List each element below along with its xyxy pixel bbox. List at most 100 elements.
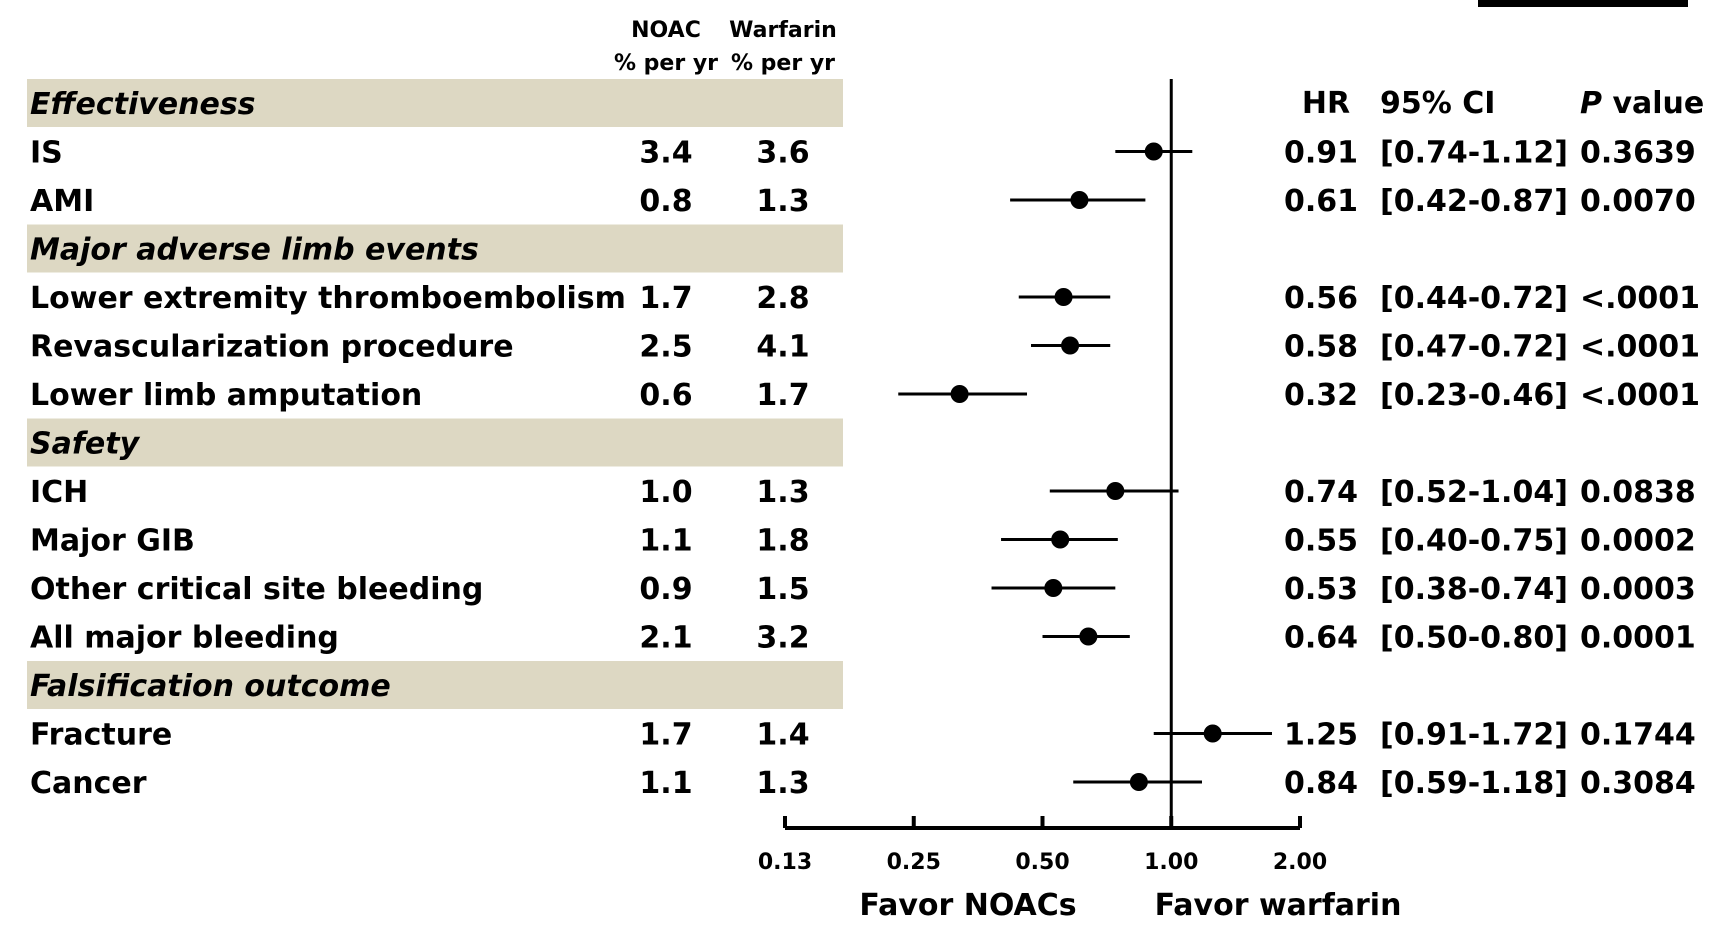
noac-rate: 0.6 xyxy=(639,378,692,413)
ci-value: [0.91-1.72] xyxy=(1380,718,1568,753)
section-band xyxy=(27,418,843,467)
hr-value: 0.74 xyxy=(1284,475,1358,510)
section-band xyxy=(27,224,843,273)
row-label: Lower limb amputation xyxy=(30,378,422,413)
hr-value: 0.56 xyxy=(1284,281,1358,316)
p-value: <.0001 xyxy=(1580,281,1700,316)
ci-value: [0.52-1.04] xyxy=(1380,475,1568,510)
section-label: Major adverse limb events xyxy=(30,233,479,268)
favor-noacs-label: Favor NOACs xyxy=(859,888,1076,923)
noac-rate: 2.1 xyxy=(639,621,692,656)
header-p-italic: P xyxy=(1580,86,1602,121)
hr-point xyxy=(1079,627,1098,646)
ci-value: [0.23-0.46] xyxy=(1380,378,1568,413)
noac-rate: 0.9 xyxy=(639,572,692,607)
header-noac-unit: % per yr xyxy=(614,51,718,76)
ci-value: [0.47-0.72] xyxy=(1380,330,1568,365)
hr-point xyxy=(1129,773,1148,791)
hr-point xyxy=(1070,191,1089,209)
header-warfarin: Warfarin xyxy=(729,18,837,43)
noac-rate: 1.1 xyxy=(639,766,692,801)
warfarin-rate: 1.4 xyxy=(756,718,809,753)
warfarin-rate: 4.1 xyxy=(756,330,809,365)
ci-value: [0.50-0.80] xyxy=(1380,621,1568,656)
noac-rate: 1.7 xyxy=(639,281,692,316)
p-value: <.0001 xyxy=(1580,330,1700,365)
p-value: 0.0001 xyxy=(1580,621,1696,656)
ci-value: [0.59-1.18] xyxy=(1380,766,1568,801)
row-label: All major bleeding xyxy=(30,621,339,656)
p-value: 0.3639 xyxy=(1580,136,1696,171)
hr-value: 0.53 xyxy=(1284,572,1358,607)
hr-value: 0.61 xyxy=(1284,184,1358,219)
p-value: 0.0070 xyxy=(1580,184,1696,219)
hr-value: 0.91 xyxy=(1284,136,1358,171)
ci-value: [0.74-1.12] xyxy=(1380,136,1568,171)
section-label: Effectiveness xyxy=(30,87,256,122)
ci-value: [0.40-0.75] xyxy=(1380,524,1568,559)
p-value: 0.0003 xyxy=(1580,572,1696,607)
top-edge-bar xyxy=(1478,0,1688,7)
hr-point xyxy=(1044,579,1063,597)
header-ci: 95% CI xyxy=(1380,86,1495,121)
row-label: AMI xyxy=(30,184,94,219)
p-value: 0.0838 xyxy=(1580,475,1696,510)
row-label: Lower extremity thromboembolism xyxy=(30,281,626,316)
header-noac: NOAC xyxy=(631,18,701,43)
hr-point xyxy=(1061,336,1080,355)
p-value: 0.3084 xyxy=(1580,766,1696,801)
hr-value: 0.32 xyxy=(1284,378,1358,413)
row-label: IS xyxy=(30,136,63,171)
section-label: Safety xyxy=(30,427,141,462)
noac-rate: 3.4 xyxy=(639,136,692,171)
noac-rate: 1.1 xyxy=(639,524,692,559)
x-tick-label: 1.00 xyxy=(1144,850,1198,875)
x-tick-label: 0.13 xyxy=(758,850,812,875)
warfarin-rate: 3.6 xyxy=(756,136,809,171)
ci-value: [0.44-0.72] xyxy=(1380,281,1568,316)
x-tick-label: 0.25 xyxy=(887,850,941,875)
hr-value: 1.25 xyxy=(1284,718,1358,753)
noac-rate: 0.8 xyxy=(639,184,692,219)
row-label: Revascularization procedure xyxy=(30,330,514,365)
warfarin-rate: 1.3 xyxy=(756,184,809,219)
warfarin-rate: 1.3 xyxy=(756,475,809,510)
ci-value: [0.38-0.74] xyxy=(1380,572,1568,607)
x-tick-label: 2.00 xyxy=(1273,850,1327,875)
noac-rate: 1.0 xyxy=(639,475,692,510)
header-warfarin-unit: % per yr xyxy=(731,51,835,76)
noac-rate: 2.5 xyxy=(639,330,692,365)
warfarin-rate: 1.8 xyxy=(756,524,809,559)
section-band xyxy=(27,79,843,127)
hr-value: 0.55 xyxy=(1284,524,1358,559)
header-hr: HR xyxy=(1302,86,1350,121)
section-band xyxy=(27,661,843,709)
hr-value: 0.64 xyxy=(1284,621,1358,656)
row-label: Other critical site bleeding xyxy=(30,572,483,607)
p-value: 0.1744 xyxy=(1580,718,1696,753)
noac-rate: 1.7 xyxy=(639,718,692,753)
hr-point xyxy=(950,385,969,403)
row-label: ICH xyxy=(30,475,88,510)
hr-value: 0.58 xyxy=(1284,330,1358,365)
x-tick-label: 0.50 xyxy=(1015,850,1069,875)
header-p-rest: value xyxy=(1602,86,1704,121)
p-value: 0.0002 xyxy=(1580,524,1696,559)
warfarin-rate: 1.3 xyxy=(756,766,809,801)
row-label: Major GIB xyxy=(30,524,195,559)
row-label: Cancer xyxy=(30,766,147,801)
hr-point xyxy=(1106,482,1125,500)
favor-warfarin-label: Favor warfarin xyxy=(1155,888,1402,923)
hr-point xyxy=(1203,724,1222,743)
hr-point xyxy=(1051,530,1070,549)
hr-value: 0.84 xyxy=(1284,766,1358,801)
hr-point xyxy=(1144,142,1163,161)
header-p-value: P value xyxy=(1580,86,1704,121)
warfarin-rate: 1.7 xyxy=(756,378,809,413)
warfarin-rate: 3.2 xyxy=(756,621,809,656)
warfarin-rate: 2.8 xyxy=(756,281,809,316)
warfarin-rate: 1.5 xyxy=(756,572,809,607)
row-label: Fracture xyxy=(30,718,172,753)
p-value: <.0001 xyxy=(1580,378,1700,413)
